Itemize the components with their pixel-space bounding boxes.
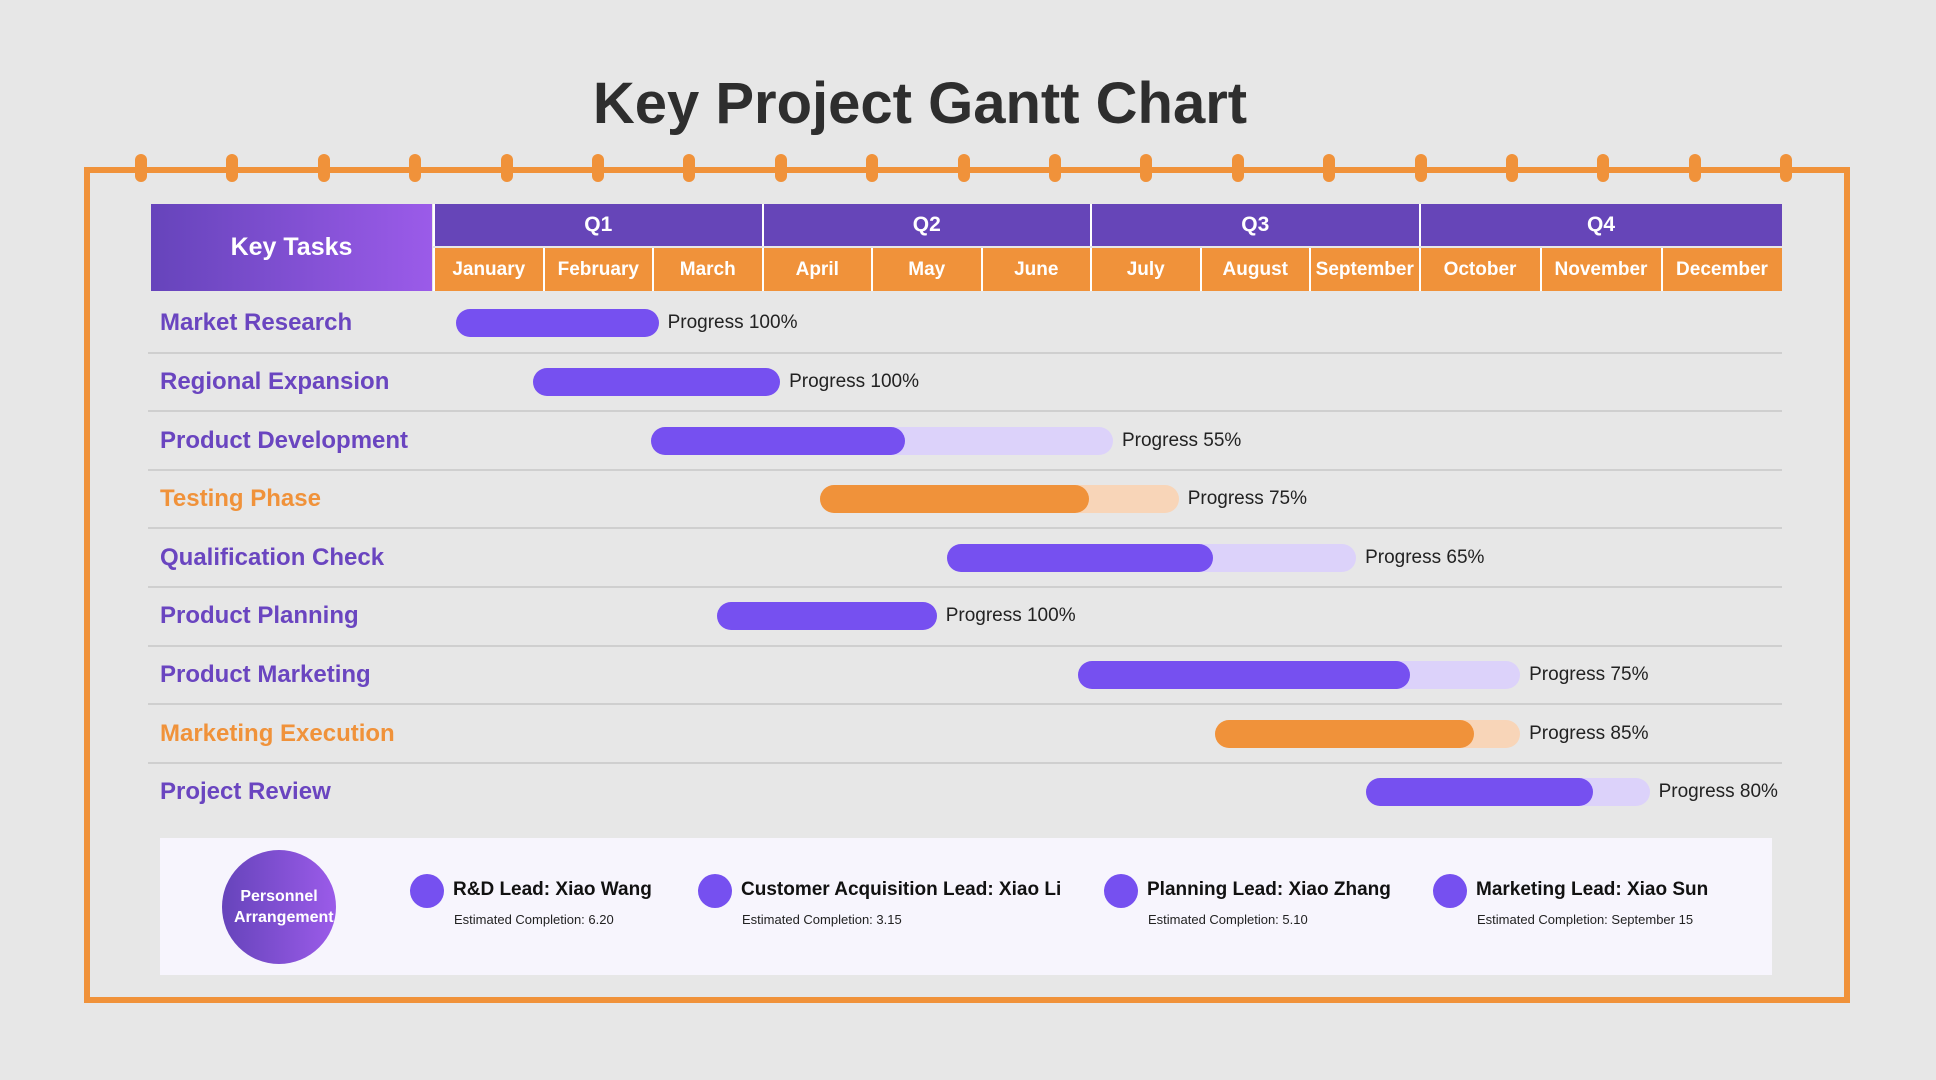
binder-ring xyxy=(1597,154,1610,182)
binder-ring xyxy=(1780,154,1793,182)
task-label: Product Marketing xyxy=(160,660,371,688)
month-header: March xyxy=(652,248,762,291)
task-bar-track xyxy=(1365,778,1650,807)
month-header: October xyxy=(1418,248,1540,291)
task-label: Product Planning xyxy=(160,602,359,630)
task-bar-track xyxy=(946,543,1357,572)
lead-title: R&D Lead: Xiao Wang xyxy=(453,879,652,900)
progress-label: Progress 80% xyxy=(1658,781,1778,803)
task-label: Market Research xyxy=(160,309,353,337)
binder-ring xyxy=(317,154,330,182)
chart-title: Key Project Gantt Chart xyxy=(592,71,1248,136)
task-label: Testing Phase xyxy=(160,485,321,513)
lead-completion: Estimated Completion: 5.10 xyxy=(1148,912,1308,927)
task-bar-progress xyxy=(1077,660,1410,689)
task-label: Project Review xyxy=(160,778,331,806)
task-bar-track xyxy=(1077,660,1521,689)
binder-ring xyxy=(1414,154,1427,182)
month-header: June xyxy=(980,248,1090,291)
progress-label: Progress 85% xyxy=(1529,722,1649,744)
row-divider xyxy=(148,410,1782,413)
binder-ring xyxy=(409,154,422,182)
row-divider xyxy=(148,468,1782,471)
binder-ring xyxy=(592,154,604,182)
task-bar-track xyxy=(532,367,781,396)
month-header: April xyxy=(761,248,871,291)
lead-completion: Estimated Completion: 6.20 xyxy=(454,912,614,927)
quarter-header: Q3 xyxy=(1090,204,1419,246)
task-bar-progress xyxy=(1214,719,1475,748)
lead-dot-icon xyxy=(1433,874,1467,908)
binder-ring xyxy=(500,154,513,182)
task-label: Marketing Execution xyxy=(160,719,395,747)
row-divider xyxy=(148,644,1782,647)
task-bar-progress xyxy=(650,426,906,455)
month-header: September xyxy=(1309,248,1419,291)
progress-label: Progress 100% xyxy=(945,605,1076,627)
task-bar-progress xyxy=(946,543,1213,572)
task-label: Qualification Check xyxy=(160,543,385,571)
binder-ring xyxy=(1323,154,1336,182)
task-bar-track xyxy=(1214,719,1521,748)
binder-ring xyxy=(683,154,696,182)
lead-title: Customer Acquisition Lead: Xiao Li xyxy=(741,879,1062,900)
personnel-panel xyxy=(160,838,1772,975)
task-bar-progress xyxy=(532,367,781,396)
task-label: Regional Expansion xyxy=(160,367,390,395)
month-header: February xyxy=(542,248,652,291)
lead-title: Planning Lead: Xiao Zhang xyxy=(1147,879,1391,900)
task-bar-progress xyxy=(1365,778,1593,807)
lead-completion: Estimated Completion: 3.15 xyxy=(742,912,902,927)
task-label: Product Development xyxy=(160,426,409,454)
progress-label: Progress 65% xyxy=(1365,546,1485,568)
task-bar-progress xyxy=(716,602,937,631)
quarter-header: Q1 xyxy=(433,204,762,246)
binder-ring xyxy=(1049,154,1061,182)
lead-dot-icon xyxy=(1104,874,1138,908)
month-header: August xyxy=(1199,248,1309,291)
binder-ring xyxy=(135,154,147,182)
personnel-badge: Personnel Arrangement xyxy=(222,850,336,964)
task-bar-track xyxy=(819,485,1179,514)
month-header: December xyxy=(1660,248,1782,291)
task-bar-track xyxy=(650,426,1113,455)
binder-ring xyxy=(226,154,239,182)
lead-dot-icon xyxy=(698,874,732,908)
task-bar-track xyxy=(455,309,659,338)
progress-label: Progress 55% xyxy=(1121,429,1242,451)
key-tasks-header: Key Tasks xyxy=(151,204,432,291)
quarter-header: Q4 xyxy=(1418,204,1782,246)
month-header: November xyxy=(1539,248,1661,291)
quarter-header: Q2 xyxy=(761,204,1090,246)
month-header: January xyxy=(433,248,543,291)
progress-label: Progress 100% xyxy=(789,370,920,392)
task-bar-track xyxy=(716,602,937,631)
lead-completion: Estimated Completion: September 15 xyxy=(1477,912,1694,927)
lead-dot-icon xyxy=(410,874,444,908)
binder-ring xyxy=(774,154,787,182)
personnel-label: Personnel Arrangement xyxy=(234,888,334,926)
binder-ring xyxy=(1688,154,1701,182)
progress-label: Progress 75% xyxy=(1187,488,1308,510)
row-divider xyxy=(148,761,1782,764)
task-bar-progress xyxy=(455,309,659,338)
task-bar-progress xyxy=(819,485,1089,514)
progress-label: Progress 100% xyxy=(667,312,798,334)
row-divider xyxy=(148,527,1782,530)
row-divider xyxy=(148,586,1782,588)
binder-ring xyxy=(957,154,970,182)
row-divider xyxy=(148,351,1782,354)
progress-label: Progress 75% xyxy=(1529,663,1649,685)
binder-ring xyxy=(1231,154,1244,182)
binder-ring xyxy=(866,154,879,182)
binder-ring xyxy=(1140,154,1153,182)
month-header: May xyxy=(871,248,981,291)
lead-title: Marketing Lead: Xiao Sun xyxy=(1476,879,1709,900)
binder-ring xyxy=(1506,154,1518,182)
month-header: July xyxy=(1090,248,1200,291)
row-divider xyxy=(148,703,1782,706)
